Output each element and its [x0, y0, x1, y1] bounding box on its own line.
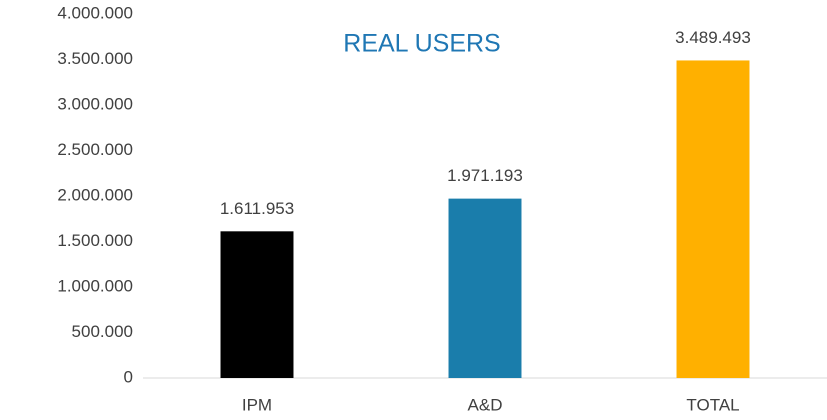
y-tick-label: 3.500.000	[57, 49, 133, 68]
y-tick-label: 1.500.000	[57, 231, 133, 250]
x-tick-label: A&D	[468, 395, 503, 414]
x-tick-label: IPM	[242, 395, 272, 414]
y-tick-label: 2.000.000	[57, 185, 133, 204]
y-tick-label: 0	[124, 367, 133, 386]
y-tick-label: 4.000.000	[57, 3, 133, 22]
value-label: 3.489.493	[675, 28, 751, 47]
y-tick-label: 500.000	[72, 322, 133, 341]
y-tick-label: 1.000.000	[57, 276, 133, 295]
y-tick-label: 2.500.000	[57, 140, 133, 159]
y-tick-label: 3.000.000	[57, 94, 133, 113]
x-tick-label: TOTAL	[686, 395, 739, 414]
bar	[220, 231, 294, 378]
chart-title: REAL USERS	[343, 30, 500, 58]
bar	[448, 198, 522, 378]
bar	[676, 60, 750, 378]
value-label: 1.611.953	[220, 199, 294, 218]
value-label: 1.971.193	[447, 166, 523, 185]
